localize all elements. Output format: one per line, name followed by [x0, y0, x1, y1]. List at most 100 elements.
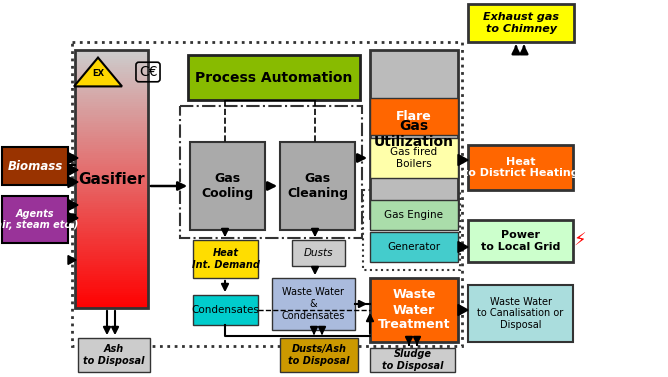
Bar [193, 295, 258, 325]
Text: Process Automation: Process Automation [195, 70, 353, 84]
Bar [75, 306, 148, 308]
Bar [75, 127, 148, 130]
Bar [75, 115, 148, 117]
Bar [75, 91, 148, 93]
Text: Gas
Utilization: Gas Utilization [374, 119, 454, 149]
Bar [75, 267, 148, 270]
Bar [75, 231, 148, 233]
Bar [75, 106, 148, 109]
Bar [75, 130, 148, 132]
Bar [75, 159, 148, 162]
Bar [468, 4, 574, 42]
Text: ⚡: ⚡ [574, 232, 587, 250]
Bar [75, 149, 148, 152]
Bar [75, 121, 148, 124]
Bar [75, 80, 148, 83]
Text: Biomass: Biomass [7, 159, 63, 173]
Bar [75, 170, 148, 173]
Bar [75, 101, 148, 104]
Bar [75, 276, 148, 278]
Bar [75, 145, 148, 147]
Bar [75, 185, 148, 188]
Bar [370, 50, 458, 218]
Bar [468, 145, 573, 190]
Bar [292, 240, 345, 266]
Bar [75, 241, 148, 244]
Polygon shape [68, 176, 78, 187]
Bar [75, 228, 148, 231]
Bar [75, 304, 148, 307]
Bar [75, 125, 148, 128]
Bar [75, 164, 148, 167]
Text: C€: C€ [139, 65, 157, 79]
Bar [75, 246, 148, 248]
Polygon shape [68, 199, 78, 210]
Bar [75, 237, 148, 240]
Bar [75, 108, 148, 111]
Bar [75, 134, 148, 136]
Bar [75, 58, 148, 61]
Bar [272, 278, 355, 330]
Text: Dusts: Dusts [304, 248, 333, 258]
Bar [75, 256, 148, 259]
Bar [75, 299, 148, 302]
Bar [75, 155, 148, 158]
Polygon shape [458, 305, 468, 316]
Text: Agents
(air, steam etc.): Agents (air, steam etc.) [0, 209, 79, 230]
Bar [75, 112, 148, 115]
Bar [75, 282, 148, 285]
Bar [75, 54, 148, 57]
Text: Heat
to District Heating: Heat to District Heating [463, 157, 578, 178]
Bar [468, 220, 573, 262]
Bar [363, 190, 460, 270]
Bar [78, 338, 150, 372]
Bar [75, 147, 148, 149]
Bar [75, 302, 148, 304]
Polygon shape [68, 213, 78, 224]
Bar [75, 259, 148, 261]
Text: Condensates: Condensates [192, 305, 259, 315]
Bar [75, 61, 148, 63]
Bar [75, 84, 148, 87]
Bar [75, 175, 148, 177]
Bar [370, 348, 455, 372]
Bar [75, 168, 148, 171]
Text: Waste
Water
Treatment: Waste Water Treatment [377, 288, 450, 331]
Bar [75, 211, 148, 214]
Bar [75, 110, 148, 113]
Polygon shape [68, 164, 78, 176]
Bar [75, 190, 148, 192]
Bar [75, 220, 148, 222]
Bar [75, 100, 148, 102]
Bar [75, 50, 148, 308]
Bar [75, 95, 148, 98]
Bar [75, 269, 148, 272]
Bar [75, 72, 148, 74]
Bar [75, 166, 148, 169]
Text: Gas
Cooling: Gas Cooling [202, 172, 254, 200]
Text: Exhaust gas
to Chimney: Exhaust gas to Chimney [483, 12, 559, 34]
Text: Gas fired
Boilers: Gas fired Boilers [390, 147, 438, 169]
Text: Sludge
to Disposal: Sludge to Disposal [381, 349, 444, 371]
Bar [75, 293, 148, 296]
Bar [75, 205, 148, 207]
Bar [75, 116, 148, 119]
Bar [75, 82, 148, 85]
Bar [75, 226, 148, 229]
Bar [75, 289, 148, 291]
Polygon shape [68, 153, 78, 164]
Bar [75, 192, 148, 195]
Bar [75, 69, 148, 72]
Bar [75, 162, 148, 164]
Bar [75, 138, 148, 141]
Bar [75, 287, 148, 289]
Bar [75, 216, 148, 218]
Bar [75, 143, 148, 145]
Bar [75, 74, 148, 76]
Bar [75, 224, 148, 227]
Bar [75, 65, 148, 68]
Bar [370, 138, 458, 178]
Bar [75, 119, 148, 121]
Bar [75, 153, 148, 156]
Bar [75, 177, 148, 179]
